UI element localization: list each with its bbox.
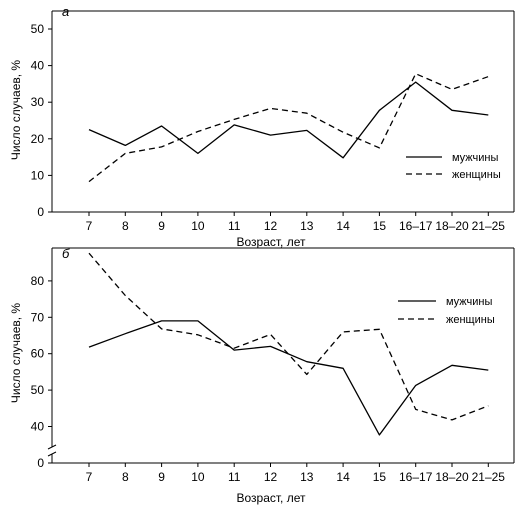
chart-b-y-tick-label-zero: 0 [37, 456, 44, 470]
chart-b-legend-label-women: женщины [446, 314, 495, 326]
chart-b-x-tick-label: 7 [86, 470, 93, 484]
chart-a-y-tick-label: 40 [31, 59, 45, 73]
chart-b-x-tick-label: 9 [158, 470, 165, 484]
chart-b-x-tick-label: 12 [264, 470, 278, 484]
chart-b-y-ticks: 0 40 50 60 70 80 [31, 274, 52, 470]
chart-a-y-tick-label: 10 [31, 168, 45, 182]
chart-b-y-tick-label: 70 [31, 310, 45, 324]
chart-a-x-tick-label: 18–20 [435, 219, 469, 233]
chart-b-legend-label-men: мужчины [446, 296, 492, 308]
chart-b-panel-letter: б [62, 246, 70, 261]
chart-b-x-tick-label: 21–25 [472, 470, 506, 484]
chart-b: б 0 40 50 60 70 80 7 8 9 10 11 12 13 14 15 16–17 18–20 2… [9, 246, 515, 505]
chart-b-x-ticks: 7 8 9 10 11 12 13 14 15 16–17 18–20 21–25 [86, 463, 506, 484]
chart-b-x-axis-label: Возраст, лет [237, 491, 307, 505]
chart-a-x-tick-label: 15 [373, 219, 387, 233]
chart-b-y-tick-label: 50 [31, 383, 45, 397]
chart-b-x-tick-label: 14 [336, 470, 350, 484]
chart-a-x-tick-label: 8 [122, 219, 129, 233]
chart-b-series-lines [88, 252, 489, 436]
chart-a-x-tick-label: 13 [300, 219, 314, 233]
chart-a-legend-label-men: мужчины [452, 152, 498, 164]
chart-b-y-tick-label: 60 [31, 347, 45, 361]
chart-b-plot-frame [47, 247, 515, 464]
chart-a-y-tick-label: 20 [31, 132, 45, 146]
chart-a-x-tick-label: 9 [158, 219, 165, 233]
chart-b-x-tick-label: 16–17 [399, 470, 433, 484]
chart-a-series-lines [88, 73, 489, 183]
chart-b-x-tick-label: 10 [191, 470, 205, 484]
chart-a-x-tick-label: 14 [336, 219, 350, 233]
chart-a-x-tick-label: 21–25 [472, 219, 506, 233]
chart-b-axis-break-mark-lower [47, 451, 57, 457]
chart-a-x-ticks: 7 8 9 10 11 12 13 14 15 16–17 18–20 21–25 [86, 212, 506, 233]
chart-b-y-tick-label: 80 [31, 274, 45, 288]
chart-a-series-line-men [88, 81, 489, 159]
chart-a-x-tick-label: 16–17 [399, 219, 433, 233]
chart-a-y-axis-label: Число случаев, % [9, 60, 23, 160]
chart-b-x-tick-label: 15 [373, 470, 387, 484]
chart-a-y-tick-label: 50 [31, 22, 45, 36]
chart-b-x-tick-label: 11 [228, 470, 241, 484]
chart-b-legend: мужчины женщины [398, 296, 495, 326]
chart-a-x-tick-label: 12 [264, 219, 278, 233]
chart-b-x-tick-label: 13 [300, 470, 314, 484]
chart-b-y-tick-label: 40 [31, 420, 45, 434]
chart-a-x-tick-label: 11 [228, 219, 241, 233]
chart-a-y-tick-label: 30 [31, 95, 45, 109]
chart-b-y-axis-label: Число случаев, % [9, 303, 23, 403]
chart-a-y-ticks: 0 10 20 30 40 50 [31, 22, 52, 219]
chart-a-x-tick-label: 10 [191, 219, 205, 233]
chart-b-x-tick-label: 18–20 [435, 470, 469, 484]
chart-b-axis-break-mark-upper [47, 444, 57, 450]
chart-a-x-tick-label: 7 [86, 219, 93, 233]
chart-a-y-tick-label: 0 [37, 205, 44, 219]
chart-a-x-axis-label: Возраст, лет [237, 235, 307, 249]
chart-b-series-line-men [88, 320, 489, 436]
chart-b-x-tick-label: 8 [122, 470, 129, 484]
chart-b-series-line-women [88, 252, 489, 421]
chart-a-plot-frame [51, 10, 515, 213]
chart-a-legend-label-women: женщины [452, 169, 501, 181]
chart-a-series-line-women [88, 73, 489, 183]
chart-a-legend: мужчины женщины [406, 152, 501, 181]
